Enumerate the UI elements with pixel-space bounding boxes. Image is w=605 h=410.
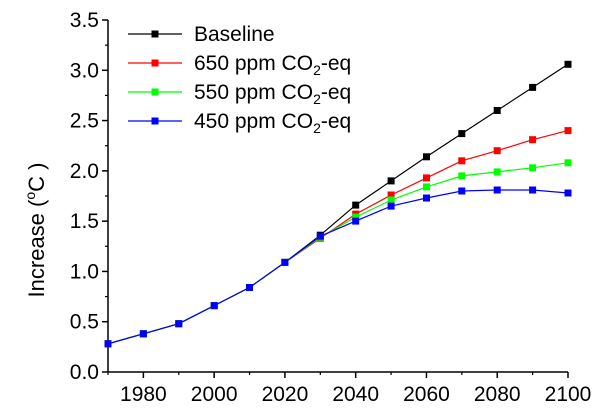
y-tick-label-2: 1.0 xyxy=(70,260,99,283)
series-1-point-10 xyxy=(458,157,466,165)
series-3-point-7 xyxy=(352,217,360,225)
series-2-point-9 xyxy=(423,183,430,191)
series-0-point-11 xyxy=(493,107,501,114)
series-3-point-13 xyxy=(564,189,572,197)
legend-label-2: 550 ppm CO2-eq xyxy=(194,81,351,107)
series-3-point-4 xyxy=(246,284,253,291)
series-3-point-3 xyxy=(210,302,218,310)
series-2-point-7 xyxy=(352,213,360,221)
y-axis-title-prefix: Increase ( xyxy=(24,199,49,297)
y-tick-label-4: 2.0 xyxy=(70,160,99,183)
series-1-point-8 xyxy=(387,191,395,199)
series-2-point-8 xyxy=(387,196,395,204)
series-2-point-13 xyxy=(564,159,572,167)
legend-marker-2 xyxy=(151,88,159,96)
series-1-point-9 xyxy=(423,174,430,182)
x-tick-label-0: 1980 xyxy=(120,383,167,406)
series-3-point-11 xyxy=(493,186,501,194)
plot-area: 0.0 0.5 1.0 1.5 2.0 2.5 3.0 3.5 1980 2000 2020 2040… xyxy=(70,9,592,406)
series-1-point-13 xyxy=(564,127,572,135)
series-0-point-7 xyxy=(352,201,360,209)
legend-marker-1 xyxy=(151,59,159,67)
series-3-point-2 xyxy=(175,320,183,328)
series-0-point-8 xyxy=(387,177,395,185)
series-3-point-1 xyxy=(139,330,147,338)
series-2-point-10 xyxy=(458,172,466,180)
series-3-point-5 xyxy=(281,258,289,266)
series-1-point-11 xyxy=(493,147,501,155)
y-tick-label-3: 1.5 xyxy=(70,210,99,233)
y-axis-title-sup: o xyxy=(22,192,38,200)
series-line-1 xyxy=(107,130,569,345)
legend-marker-3 xyxy=(151,117,159,125)
legend-label-3: 450 ppm CO2-eq xyxy=(194,110,351,136)
x-tick-label-1: 2000 xyxy=(191,383,238,406)
y-tick-label-5: 2.5 xyxy=(70,110,99,133)
series-3-point-10 xyxy=(458,187,466,195)
x-tick-label-3: 2040 xyxy=(332,383,379,406)
series-0-point-9 xyxy=(423,153,430,161)
y-axis-title: Increase (oC ) xyxy=(22,163,49,298)
series-0-point-13 xyxy=(564,60,572,68)
series-3-point-6 xyxy=(316,232,324,240)
series-3-point-8 xyxy=(387,202,395,210)
series-line-0 xyxy=(107,63,569,345)
series-2-point-11 xyxy=(493,168,501,176)
series-3-point-12 xyxy=(529,186,537,194)
y-tick-label-6: 3.0 xyxy=(70,59,99,82)
x-tick-label-4: 2060 xyxy=(403,383,450,406)
legend-label-0: Baseline xyxy=(194,23,275,46)
legend: Baseline 650 ppm CO2-eq 550 ppm CO2-eq 450 … xyxy=(128,23,351,136)
legend-marker-0 xyxy=(151,30,159,38)
series-2-point-12 xyxy=(529,164,537,172)
y-tick-label-0: 0.0 xyxy=(70,361,99,384)
series-line-3 xyxy=(107,189,569,345)
x-tick-label-5: 2080 xyxy=(474,383,521,406)
x-tick-label-6: 2100 xyxy=(545,383,592,406)
x-tick-label-2: 2020 xyxy=(262,383,309,406)
series-1-point-12 xyxy=(529,136,537,144)
series-3-point-0 xyxy=(104,340,112,348)
series-0-point-12 xyxy=(529,83,537,91)
y-tick-label-1: 0.5 xyxy=(70,311,99,334)
series-3-point-9 xyxy=(423,194,430,202)
svg-text:Increase (oC ): Increase (oC ) xyxy=(22,163,49,298)
legend-label-1: 650 ppm CO2-eq xyxy=(194,52,351,78)
y-axis-title-suffix: C ) xyxy=(24,163,49,192)
y-tick-label-7: 3.5 xyxy=(70,9,99,32)
series-0-point-10 xyxy=(458,130,466,138)
